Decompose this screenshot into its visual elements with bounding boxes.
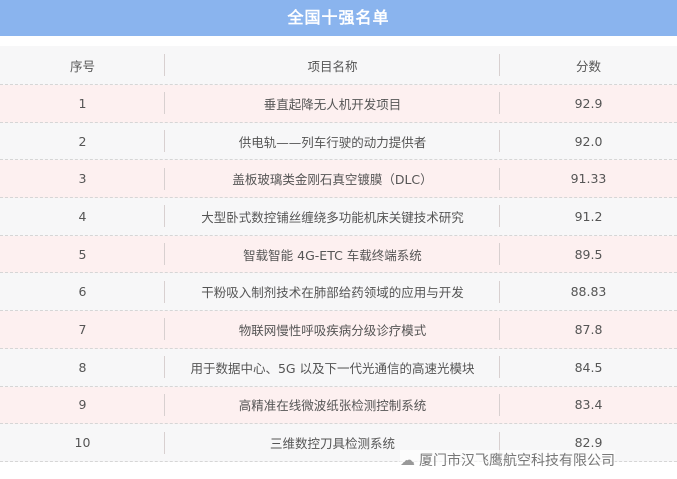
table-row: 4 大型卧式数控铺丝缠绕多功能机床关键技术研究 91.2: [0, 198, 677, 236]
cell-name: 盖板玻璃类金刚石真空镀膜（DLC）: [165, 160, 500, 197]
table-row: 5 智载智能 4G-ETC 车载终端系统 89.5: [0, 235, 677, 274]
cell-score: 82.9: [574, 435, 603, 451]
cell-name: 垂直起降无人机开发项目: [165, 85, 500, 122]
cell-rank: 5: [0, 236, 165, 273]
cell-name: 物联网慢性呼吸疾病分级诊疗模式: [165, 311, 500, 348]
cell-name: 大型卧式数控铺丝缠绕多功能机床关键技术研究: [165, 198, 500, 235]
cell-rank: 2: [0, 123, 165, 160]
cell-score: 92.9: [574, 95, 603, 111]
cell-name: 用于数据中心、5G 以及下一代光通信的高速光模块: [165, 349, 500, 386]
table-row: 3 盖板玻璃类金刚石真空镀膜（DLC） 91.33: [0, 160, 677, 199]
table-title: 全国十强名单: [0, 0, 677, 36]
header-score: 分数: [575, 58, 601, 74]
cell-score: 92.0: [574, 133, 603, 149]
cell-name: 供电轨——列车行驶的动力提供者: [165, 123, 500, 160]
watermark: ☁ 厦门市汉飞鹰航空科技有限公司: [400, 450, 615, 470]
cell-rank: 6: [0, 273, 165, 310]
cell-rank: 3: [0, 160, 165, 197]
cell-name: 干粉吸入制剂技术在肺部给药领域的应用与开发: [165, 273, 500, 310]
cell-rank: 4: [0, 198, 165, 235]
wechat-icon: ☁: [400, 451, 415, 469]
cell-score: 91.33: [570, 171, 607, 187]
cell-score: 87.8: [574, 321, 603, 337]
table-body: 1 垂直起降无人机开发项目 92.9 2 供电轨——列车行驶的动力提供者 92.0 3 盖板玻…: [0, 85, 677, 462]
spacer: [0, 36, 677, 46]
table-header: 序号 项目名称 分数: [0, 46, 677, 85]
table-row: 7 物联网慢性呼吸疾病分级诊疗模式 87.8: [0, 311, 677, 349]
table-row: 6 干粉吸入制剂技术在肺部给药领域的应用与开发 88.83: [0, 273, 677, 312]
header-rank: 序号: [0, 46, 165, 84]
cell-name: 智载智能 4G-ETC 车载终端系统: [165, 236, 500, 273]
cell-rank: 9: [0, 387, 165, 424]
table-row: 8 用于数据中心、5G 以及下一代光通信的高速光模块 84.5: [0, 348, 677, 387]
cell-rank: 7: [0, 311, 165, 348]
header-name: 项目名称: [165, 46, 500, 84]
table-row: 2 供电轨——列车行驶的动力提供者 92.0: [0, 122, 677, 161]
cell-rank: 1: [0, 85, 165, 122]
table-row: 9 高精准在线微波纸张检测控制系统 83.4: [0, 386, 677, 425]
table-row: 1 垂直起降无人机开发项目 92.9: [0, 85, 677, 123]
cell-rank: 10: [0, 424, 165, 461]
table-row: 10 三维数控刀具检测系统 82.9: [0, 424, 677, 462]
cell-score: 88.83: [570, 284, 607, 300]
watermark-text: 厦门市汉飞鹰航空科技有限公司: [419, 453, 615, 469]
cell-score: 89.5: [574, 246, 603, 262]
cell-score: 84.5: [574, 359, 603, 375]
cell-score: 83.4: [574, 397, 603, 413]
cell-score: 91.2: [574, 208, 603, 224]
cell-name: 高精准在线微波纸张检测控制系统: [165, 387, 500, 424]
cell-rank: 8: [0, 349, 165, 386]
cell-name: 三维数控刀具检测系统: [165, 424, 500, 461]
